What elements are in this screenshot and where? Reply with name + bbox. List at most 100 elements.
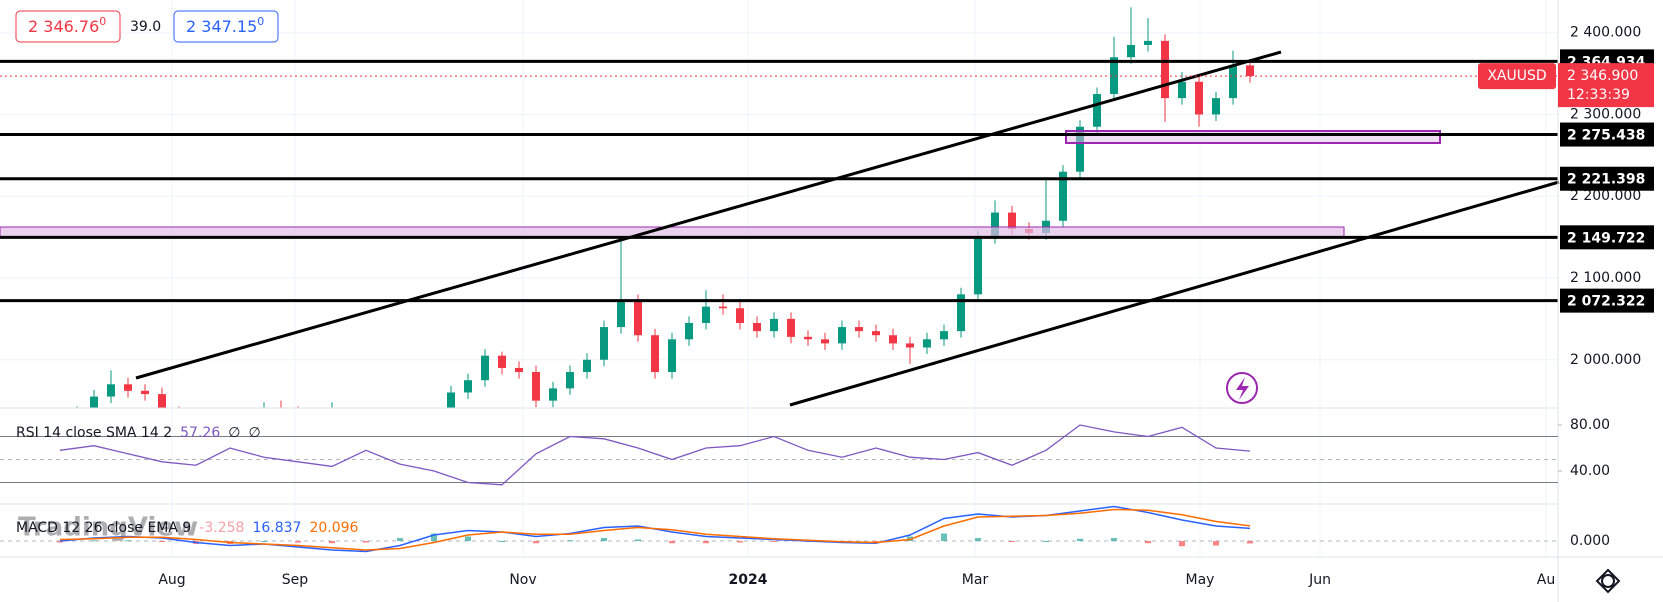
y-tick-label: 2 000.000 [1570, 352, 1641, 368]
candle-body [447, 392, 455, 408]
candle-body [974, 237, 982, 295]
buy-main: 2 347.15 [186, 17, 257, 36]
macd-histogram-bar [1111, 538, 1117, 542]
level-label-box [1560, 166, 1654, 191]
y-tick-label: 2 200.000 [1570, 188, 1641, 204]
candle-body [481, 355, 489, 381]
last-price-box [1558, 63, 1654, 108]
rsi-legend-item: ∅ [248, 425, 260, 441]
macd-histogram-bar [1043, 541, 1049, 543]
level-label: 2 072.322 [1567, 294, 1645, 310]
macd-legend-item: 16.837 [252, 520, 301, 536]
candle-body [1178, 81, 1186, 99]
x-tick-label: Mar [962, 572, 989, 588]
candle-body [1093, 94, 1101, 127]
x-tick-label: Jun [1308, 572, 1331, 588]
candle-body [141, 390, 149, 395]
macd-histogram-bar [125, 540, 131, 542]
macd-histogram-bar [465, 536, 471, 542]
rsi-legend-item: 57.26 [180, 425, 220, 441]
candle-body [1229, 65, 1237, 99]
candle-body [1110, 57, 1118, 95]
candle-body [1127, 44, 1135, 58]
alert-icon[interactable] [1226, 372, 1258, 404]
spread: 39.0 [130, 19, 161, 35]
settings-frame [1595, 568, 1621, 594]
candle-body [158, 394, 166, 408]
zone[interactable] [0, 226, 1345, 238]
sell-main: 2 346.76 [28, 17, 99, 36]
rsi-tick-label: 80.00 [1570, 417, 1610, 433]
zone[interactable] [1065, 130, 1441, 144]
candle-body [1212, 98, 1220, 115]
x-tick-label: Aug [158, 572, 185, 588]
macd-histogram-bar [567, 540, 573, 542]
macd-histogram-bar [601, 538, 607, 542]
rsi-legend: RSI 14 close SMA 14 2 57.26 ∅ ∅ [16, 425, 261, 441]
candle-body [855, 327, 863, 332]
buy-price: 2 347.150 [186, 15, 264, 36]
buy-frac: 0 [257, 15, 264, 28]
sell-box[interactable] [15, 10, 121, 43]
axes: Aug Sep Nov 2024 Mar May Jun Au 2 000.000 2 100.0… [158, 25, 1654, 588]
x-tick-label: 2024 [729, 572, 768, 588]
macd-histogram-bar [635, 539, 641, 542]
candle-body [940, 331, 948, 340]
candle-body [90, 396, 98, 408]
level-label: 2 221.398 [1567, 172, 1645, 188]
trend-line[interactable] [789, 180, 1560, 407]
macd-histogram-bar [1145, 541, 1151, 544]
candle-body [532, 372, 540, 401]
candle-body [1059, 171, 1067, 221]
macd-histogram-bar [941, 533, 947, 542]
settings-icon[interactable] [1601, 574, 1615, 588]
candle-body [702, 306, 710, 323]
candle-body [821, 339, 829, 344]
macd-histogram-bar [159, 541, 165, 543]
macd-legend-item: 20.096 [309, 520, 358, 536]
macd-histogram-bar [533, 541, 539, 544]
macd-histogram-bar [363, 541, 369, 543]
level-label-box [1560, 122, 1654, 147]
candle-body [498, 355, 506, 368]
buy-box[interactable] [173, 10, 279, 43]
macd-histogram-bar [771, 541, 777, 543]
candle-body [838, 327, 846, 344]
candle-body [634, 300, 642, 336]
level-label-box [1560, 288, 1654, 313]
level-label: 2 149.722 [1567, 230, 1645, 246]
macd-histogram-bar [703, 541, 709, 544]
macd-histogram-bar [91, 540, 97, 542]
candle-body [651, 335, 659, 373]
candle-body [668, 339, 676, 373]
macd-histogram-bar [295, 541, 301, 543]
candle-body [719, 306, 727, 309]
macd-histogram-bar [1009, 541, 1015, 543]
macd-histogram-bar [873, 541, 879, 543]
levels [0, 59, 1558, 303]
candle-body [1246, 65, 1254, 77]
candle-body [583, 359, 591, 373]
rsi-line [59, 424, 1251, 486]
candle-body [923, 339, 931, 348]
candle-body [787, 318, 795, 337]
level-label: 2 275.438 [1567, 128, 1645, 144]
y-tick-label: 2 100.000 [1570, 270, 1641, 286]
candle-body [600, 327, 608, 360]
trend-line[interactable] [135, 50, 1282, 380]
level-label-box [1560, 225, 1654, 250]
candle-body [991, 212, 999, 238]
candle-body [804, 336, 812, 340]
candle-body [770, 318, 778, 332]
rsi-legend-item: RSI 14 close SMA 14 2 [16, 425, 172, 441]
candle-body [107, 384, 115, 397]
candle-body [1076, 126, 1084, 172]
macd-histogram-bar [57, 541, 63, 543]
y-tick-label: 2 300.000 [1570, 106, 1641, 122]
x-tick-label: Au [1537, 572, 1555, 588]
symbol-label: XAUUSD [1487, 68, 1546, 84]
candle-body [957, 294, 965, 332]
candle-body [566, 372, 574, 389]
countdown: 12:33:39 [1567, 87, 1630, 103]
macd-histogram-bar [737, 541, 743, 543]
